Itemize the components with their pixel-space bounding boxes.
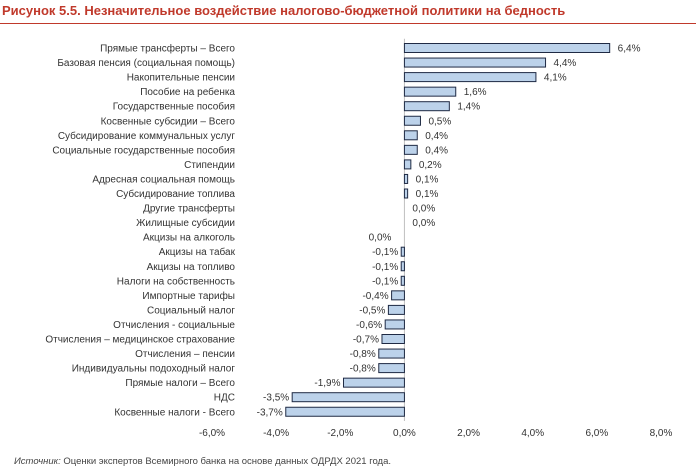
category-label: Субсидирование топлива [116,188,235,200]
x-tick-label: -6,0% [199,428,225,439]
value-label: -0,6% [356,320,382,331]
bar [378,363,405,374]
value-label: -0,1% [372,247,398,258]
bar [381,334,405,344]
value-label: 0,0% [412,204,435,215]
value-label: 0,4% [425,145,448,156]
bar [403,86,457,97]
bar [400,275,405,286]
bar [403,188,409,199]
value-label: 1,4% [457,102,480,113]
bar [403,130,418,141]
category-label: Импортные тарифы [142,290,235,302]
x-tick-label: 6,0% [585,428,608,439]
x-tick-label: 2,0% [457,428,480,439]
category-label: Субсидирование коммунальных услуг [58,130,236,142]
category-label: Прямые трансферты – Всего [100,43,235,55]
value-label: -0,8% [350,364,376,375]
value-label: 0,5% [428,116,451,127]
category-label: Пособие на ребенка [140,86,235,98]
category-label: Прямые налоги – Всего [125,378,235,389]
bar [285,406,405,417]
bar [403,159,412,170]
bar [400,261,405,272]
value-label: 4,4% [554,58,577,69]
category-label: Стипендии [184,160,235,171]
value-label: -1,9% [314,378,340,389]
bar [403,43,611,53]
category-label: Адресная социальная помощь [92,174,235,185]
x-tick-label: 0,0% [393,428,416,439]
value-label: -0,1% [372,262,398,273]
category-label: Базовая пенсия (социальная помощь) [57,58,235,69]
value-label: -3,7% [257,407,283,418]
category-label: Акцизы на табак [159,246,236,258]
source-text: Оценки экспертов Всемирного банка на осн… [60,456,392,467]
source-note: Источник: Оценки экспертов Всемирного ба… [14,456,391,467]
category-label: Отчисления - социальные [113,320,235,331]
value-label: -0,7% [353,335,379,346]
bar [403,173,409,184]
bar [384,319,405,330]
category-label: Другие трансферты [143,203,235,215]
value-label: 6,4% [618,44,641,55]
category-label: Акцизы на топливо [147,262,236,273]
category-label: Отчисления – пенсии [135,349,235,360]
figure-title: Рисунок 5.5. Незначительное воздействие … [2,3,566,18]
category-label: Отчисления – медицинское страхование [45,335,235,346]
bar [291,392,405,403]
bar [403,72,537,83]
bar [403,57,547,68]
category-label: Социальные государственные пособия [52,144,235,156]
x-tick-label: 4,0% [521,428,544,439]
category-label: Индивидуальны подоходный налог [72,364,236,375]
value-label: 0,2% [419,160,442,171]
bar [403,101,450,112]
category-label: Государственные пособия [113,101,235,113]
bar [378,348,405,359]
x-tick-label: -4,0% [263,428,289,439]
value-label: -0,4% [362,291,388,302]
title-rule [0,23,696,24]
value-label: 1,6% [464,87,487,98]
bar [403,144,418,155]
value-label: 0,0% [412,218,435,229]
category-label: Налоги на собственность [117,275,235,287]
x-tick-label: 8,0% [650,428,673,439]
category-label: Социальный налог [147,305,235,316]
category-label: НДС [214,393,235,404]
source-label: Источник: [14,456,61,467]
bar [403,115,421,126]
bar [342,377,405,388]
bar [391,290,405,301]
x-tick-label: -2,0% [327,428,353,439]
value-label: -3,5% [263,393,289,404]
category-label: Акцизы на алкоголь [143,233,235,244]
value-label: -0,8% [350,349,376,360]
value-label: 0,1% [416,174,439,185]
category-label: Накопительные пенсии [127,73,235,84]
value-label: 0,0% [369,233,392,244]
value-label: -0,1% [372,276,398,287]
category-label: Косвенные налоги - Всего [114,407,235,418]
category-label: Жилищные субсидии [136,217,235,229]
value-label: -0,5% [359,305,385,316]
value-label: 4,1% [544,73,567,84]
bar [400,246,405,257]
bar [387,304,405,315]
value-label: 0,1% [416,189,439,200]
category-label: Косвенные субсидии – Всего [101,115,236,127]
value-label: 0,4% [425,131,448,142]
